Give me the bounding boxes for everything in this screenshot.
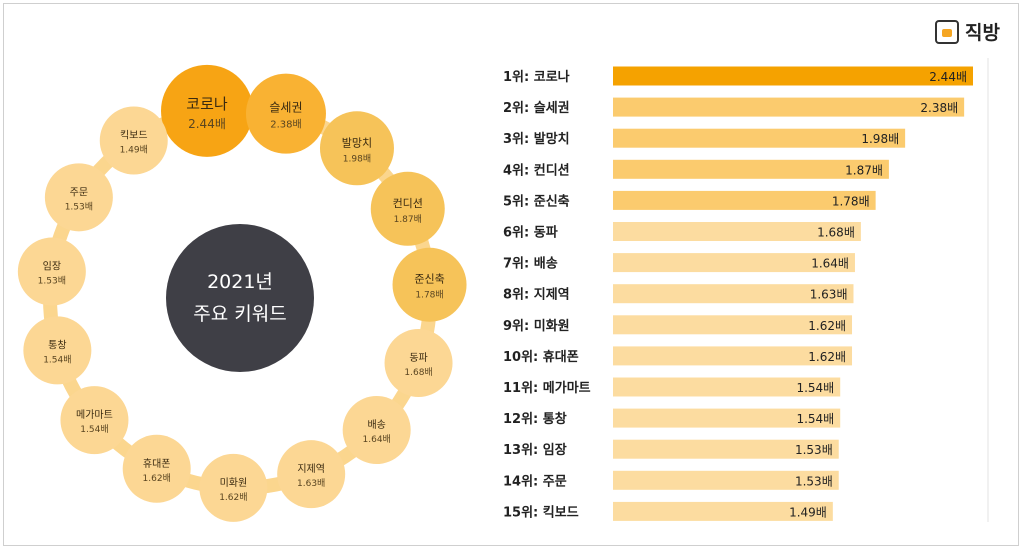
bubble-keyword-label: 주문 <box>70 186 88 198</box>
bar-value-label: 1.49배 <box>789 505 827 519</box>
rank-label: 4위: 컨디션 <box>503 162 570 178</box>
keyword-bubble <box>277 440 346 509</box>
keyword-bubble <box>23 316 92 385</box>
bubble-keyword-label: 미화원 <box>220 477 248 489</box>
bar <box>613 439 839 459</box>
keyword-bubble <box>342 395 411 464</box>
rank-label: 5위: 준신축 <box>503 193 570 209</box>
bubble-keyword-label: 코로나 <box>186 95 228 113</box>
keyword-bubble <box>370 171 445 246</box>
bar-value-label: 1.64배 <box>811 257 849 271</box>
bubble-value-label: 1.53배 <box>65 201 93 212</box>
bubble-value-label: 2.38배 <box>270 119 301 131</box>
keyword-bubble <box>392 247 467 322</box>
rank-label: 10위: 휴대폰 <box>503 349 579 365</box>
keyword-bubble <box>384 328 453 397</box>
bar-value-label: 1.62배 <box>808 319 846 333</box>
bubble-value-label: 1.53배 <box>38 276 66 287</box>
bubble-value-label: 1.63배 <box>297 478 325 489</box>
bubble-keyword-label: 컨디션 <box>393 197 423 210</box>
rank-label: 9위: 미화원 <box>503 318 570 334</box>
bubble-value-label: 2.44배 <box>188 117 226 131</box>
bar <box>613 346 853 366</box>
bubble-keyword-label: 동파 <box>409 352 427 364</box>
bubble-value-label: 1.49배 <box>120 144 148 155</box>
house-icon <box>935 19 960 44</box>
rank-label: 2위: 슬세권 <box>503 101 570 116</box>
center-title: 2021년 <box>207 271 273 293</box>
bar-value-label: 1.98배 <box>861 132 899 146</box>
bar <box>613 222 861 241</box>
bar-value-label: 1.53배 <box>795 474 833 488</box>
keyword-bubble <box>245 73 326 154</box>
bar-value-label: 1.53배 <box>795 443 833 457</box>
bubble-value-label: 1.54배 <box>43 354 71 365</box>
bar <box>613 97 965 117</box>
bubble-keyword-label: 지제역 <box>297 463 325 475</box>
bubble-value-label: 1.68배 <box>404 367 432 378</box>
bubble-value-label: 1.54배 <box>80 424 108 435</box>
bubble-keyword-label: 임장 <box>43 260 61 273</box>
keyword-bubble <box>199 453 268 522</box>
bubble-keyword-label: 발망치 <box>342 136 372 149</box>
bar-value-label: 1.78배 <box>832 194 870 208</box>
bubble-keyword-label: 준신축 <box>414 273 444 286</box>
bar <box>613 66 973 86</box>
bar <box>613 501 833 521</box>
bar <box>613 284 854 304</box>
rank-label: 6위: 동파 <box>503 226 558 241</box>
rank-label: 8위: 지제역 <box>503 287 570 303</box>
brand-name: 직방 <box>965 22 1000 44</box>
bar-value-label: 2.44배 <box>929 70 967 84</box>
center-circle <box>166 224 314 372</box>
bubble-value-label: 1.78배 <box>415 290 443 301</box>
bar <box>613 377 841 397</box>
bar <box>613 470 839 490</box>
bubble-value-label: 1.64배 <box>363 434 391 445</box>
bubble-value-label: 1.98배 <box>343 153 371 164</box>
bubble-keyword-label: 통창 <box>48 339 66 351</box>
bar <box>613 253 855 273</box>
bar <box>613 190 876 210</box>
bar <box>613 315 853 335</box>
keyword-bubble <box>60 386 129 455</box>
bubble-keyword-label: 킥보드 <box>120 129 148 141</box>
keyword-bubble <box>122 434 191 503</box>
brand-logo: 직방 <box>935 18 1000 45</box>
bar-value-label: 2.38배 <box>920 101 958 115</box>
bar <box>613 159 889 179</box>
rank-label: 11위: 메가마트 <box>503 380 591 396</box>
rank-label: 12위: 통창 <box>503 411 567 427</box>
keyword-bubble <box>44 163 113 232</box>
bar-value-label: 1.68배 <box>817 226 855 240</box>
rank-label: 13위: 임장 <box>503 442 567 458</box>
bar <box>613 408 841 428</box>
rank-label: 7위: 배송 <box>503 256 558 272</box>
bar-value-label: 1.87배 <box>845 163 883 177</box>
rank-label: 3위: 발망치 <box>503 131 570 147</box>
rank-label: 15위: 킥보드 <box>503 505 579 520</box>
bubble-keyword-label: 휴대폰 <box>143 458 171 470</box>
bar-value-label: 1.63배 <box>810 288 848 302</box>
bubble-keyword-label: 메가마트 <box>76 409 113 421</box>
rank-label: 14위: 주문 <box>503 474 567 489</box>
bubble-value-label: 1.87배 <box>394 214 422 225</box>
keyword-bubble <box>99 106 168 175</box>
bar-value-label: 1.62배 <box>808 350 846 364</box>
bar-value-label: 1.54배 <box>796 381 834 395</box>
keyword-bubble <box>17 237 86 306</box>
bubble-keyword-label: 슬세권 <box>269 101 302 115</box>
bubble-keyword-label: 배송 <box>367 419 385 431</box>
bubble-value-label: 1.62배 <box>219 492 247 503</box>
center-subtitle: 주요 키워드 <box>193 303 286 325</box>
keyword-bubble <box>319 111 394 186</box>
rank-label: 1위: 코로나 <box>503 69 570 85</box>
bar-value-label: 1.54배 <box>796 412 834 426</box>
bubble-value-label: 1.62배 <box>143 473 171 484</box>
keyword-bubble <box>161 64 254 157</box>
bar <box>613 128 906 148</box>
